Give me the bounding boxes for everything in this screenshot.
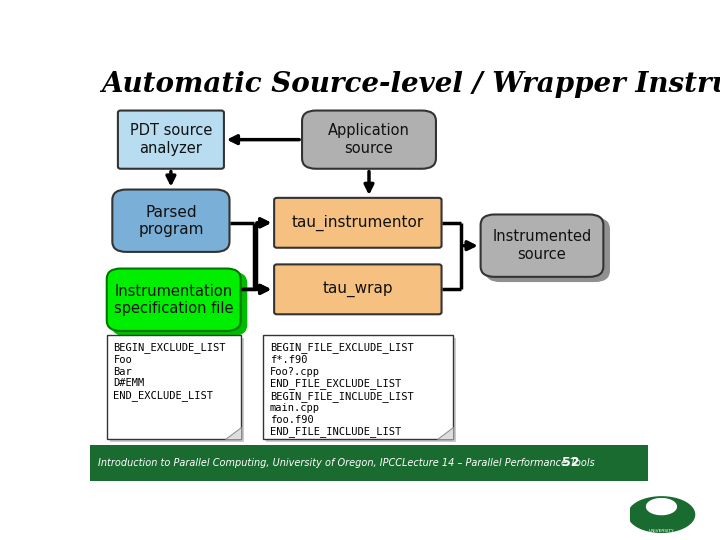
Text: Parsed
program: Parsed program <box>138 205 204 237</box>
Bar <box>90 446 648 481</box>
Text: BEGIN_FILE_EXCLUDE_LIST
f*.f90
Foo?.cpp
END_FILE_EXCLUDE_LIST
BEGIN_FILE_INCLUDE: BEGIN_FILE_EXCLUDE_LIST f*.f90 Foo?.cpp … <box>270 342 413 437</box>
Text: tau_instrumentor: tau_instrumentor <box>292 215 424 231</box>
Text: Automatic Source-level / Wrapper Instrumentation: Automatic Source-level / Wrapper Instrum… <box>101 71 720 98</box>
Text: tau_wrap: tau_wrap <box>323 281 393 297</box>
Bar <box>263 335 453 439</box>
Polygon shape <box>647 498 676 515</box>
FancyBboxPatch shape <box>112 273 246 335</box>
Text: Instrumentation
specification file: Instrumentation specification file <box>114 284 233 316</box>
FancyBboxPatch shape <box>302 111 436 168</box>
Polygon shape <box>642 504 681 525</box>
FancyBboxPatch shape <box>481 214 603 277</box>
Text: 52: 52 <box>562 456 579 469</box>
Text: Application
source: Application source <box>328 124 410 156</box>
Polygon shape <box>225 427 240 439</box>
Text: PDT source
analyzer: PDT source analyzer <box>130 124 212 156</box>
FancyBboxPatch shape <box>118 111 224 168</box>
Text: UNIVERSITY
OF OREGON: UNIVERSITY OF OREGON <box>648 529 675 538</box>
Text: Introduction to Parallel Computing, University of Oregon, IPCC: Introduction to Parallel Computing, Univ… <box>99 458 402 468</box>
Bar <box>107 335 240 439</box>
Polygon shape <box>629 497 695 532</box>
Bar <box>110 338 244 442</box>
Bar <box>266 338 456 442</box>
FancyBboxPatch shape <box>112 190 230 252</box>
Text: BEGIN_EXCLUDE_LIST
Foo
Bar
D#EMM
END_EXCLUDE_LIST: BEGIN_EXCLUDE_LIST Foo Bar D#EMM END_EXC… <box>114 342 226 401</box>
Polygon shape <box>437 427 453 439</box>
FancyBboxPatch shape <box>107 268 240 331</box>
FancyBboxPatch shape <box>274 265 441 314</box>
Text: Instrumented
source: Instrumented source <box>492 230 592 262</box>
FancyBboxPatch shape <box>274 198 441 248</box>
FancyBboxPatch shape <box>486 219 609 281</box>
Text: Lecture 14 – Parallel Performance Tools: Lecture 14 – Parallel Performance Tools <box>402 458 595 468</box>
